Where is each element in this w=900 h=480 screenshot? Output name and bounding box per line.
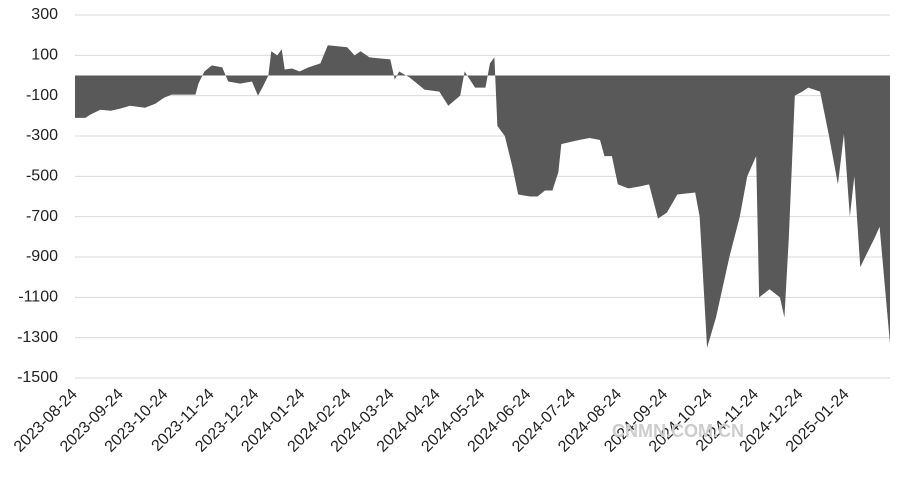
y-tick-label: -700 [26, 208, 58, 225]
plot: 300 100 -100 -300 -500 -700 -900 -1100 -1300 -150… [11, 6, 890, 456]
y-tick-label: -1500 [17, 369, 58, 386]
area [75, 45, 890, 348]
y-tick-label: 100 [31, 47, 58, 64]
y-tick-label: -900 [26, 248, 58, 265]
y-tick-label: -100 [26, 87, 58, 104]
y-tick-label: -500 [26, 168, 58, 185]
y-tick-label: -300 [26, 127, 58, 144]
y-tick-label: -1100 [18, 289, 58, 306]
watermark: CNMN.COM.CN [612, 421, 744, 441]
y-tick-label: -1300 [17, 329, 58, 346]
y-tick-label: 300 [31, 6, 58, 23]
